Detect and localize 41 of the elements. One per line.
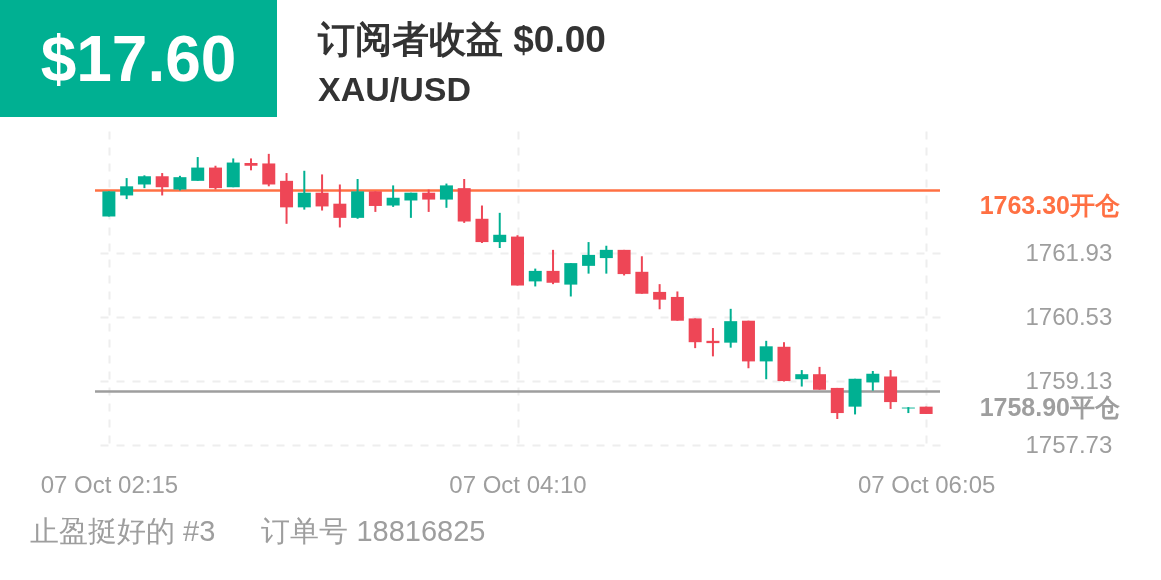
candlestick <box>208 164 222 191</box>
candlestick <box>582 241 596 275</box>
candlestick <box>564 262 578 298</box>
ref-line-label: 1763.30开仓 <box>979 191 1120 220</box>
candlestick <box>191 156 205 182</box>
text: 止盈挺好的 #3 <box>30 515 216 547</box>
chart-subtitle: XAU/USD <box>318 70 472 108</box>
candlestick <box>315 173 329 212</box>
candlestick <box>635 255 649 295</box>
x-tick-label: 07 Oct 04:10 <box>449 470 587 498</box>
candlestick <box>120 177 134 201</box>
x-tick-label: 07 Oct 02:15 <box>40 470 179 498</box>
candlestick <box>333 183 347 229</box>
candlestick <box>368 190 382 213</box>
text: $17.60 <box>0 0 277 117</box>
candlestick <box>262 152 276 188</box>
candlestick <box>670 290 684 322</box>
ref-line-label: 1758.90平仓 <box>979 392 1120 421</box>
y-tick-label: 1759.13 <box>1025 366 1113 394</box>
chart-title: 订阅者收益 $0.00 <box>317 19 606 60</box>
text: 订单号 18816825 <box>261 515 486 547</box>
x-tick-label: 07 Oct 06:05 <box>857 470 996 498</box>
candlestick <box>422 188 436 213</box>
y-tick-label: 1757.73 <box>1025 430 1113 458</box>
candlestick <box>866 370 880 392</box>
candlestick <box>297 169 311 211</box>
candlestick <box>404 191 418 219</box>
y-tick-label: 1761.93 <box>1025 238 1113 266</box>
candlestick <box>759 339 773 381</box>
y-tick-label: 1760.53 <box>1025 302 1113 330</box>
candlestick <box>599 244 613 275</box>
candlestick <box>155 172 169 197</box>
candlestick <box>688 317 702 350</box>
candlestick <box>546 248 560 286</box>
candlestick <box>653 283 667 311</box>
candlestick <box>386 184 400 208</box>
candlestick <box>813 365 827 391</box>
candlestick <box>475 204 489 244</box>
candlestick <box>439 182 453 209</box>
candlestick <box>493 211 507 250</box>
candlestick <box>724 307 738 349</box>
